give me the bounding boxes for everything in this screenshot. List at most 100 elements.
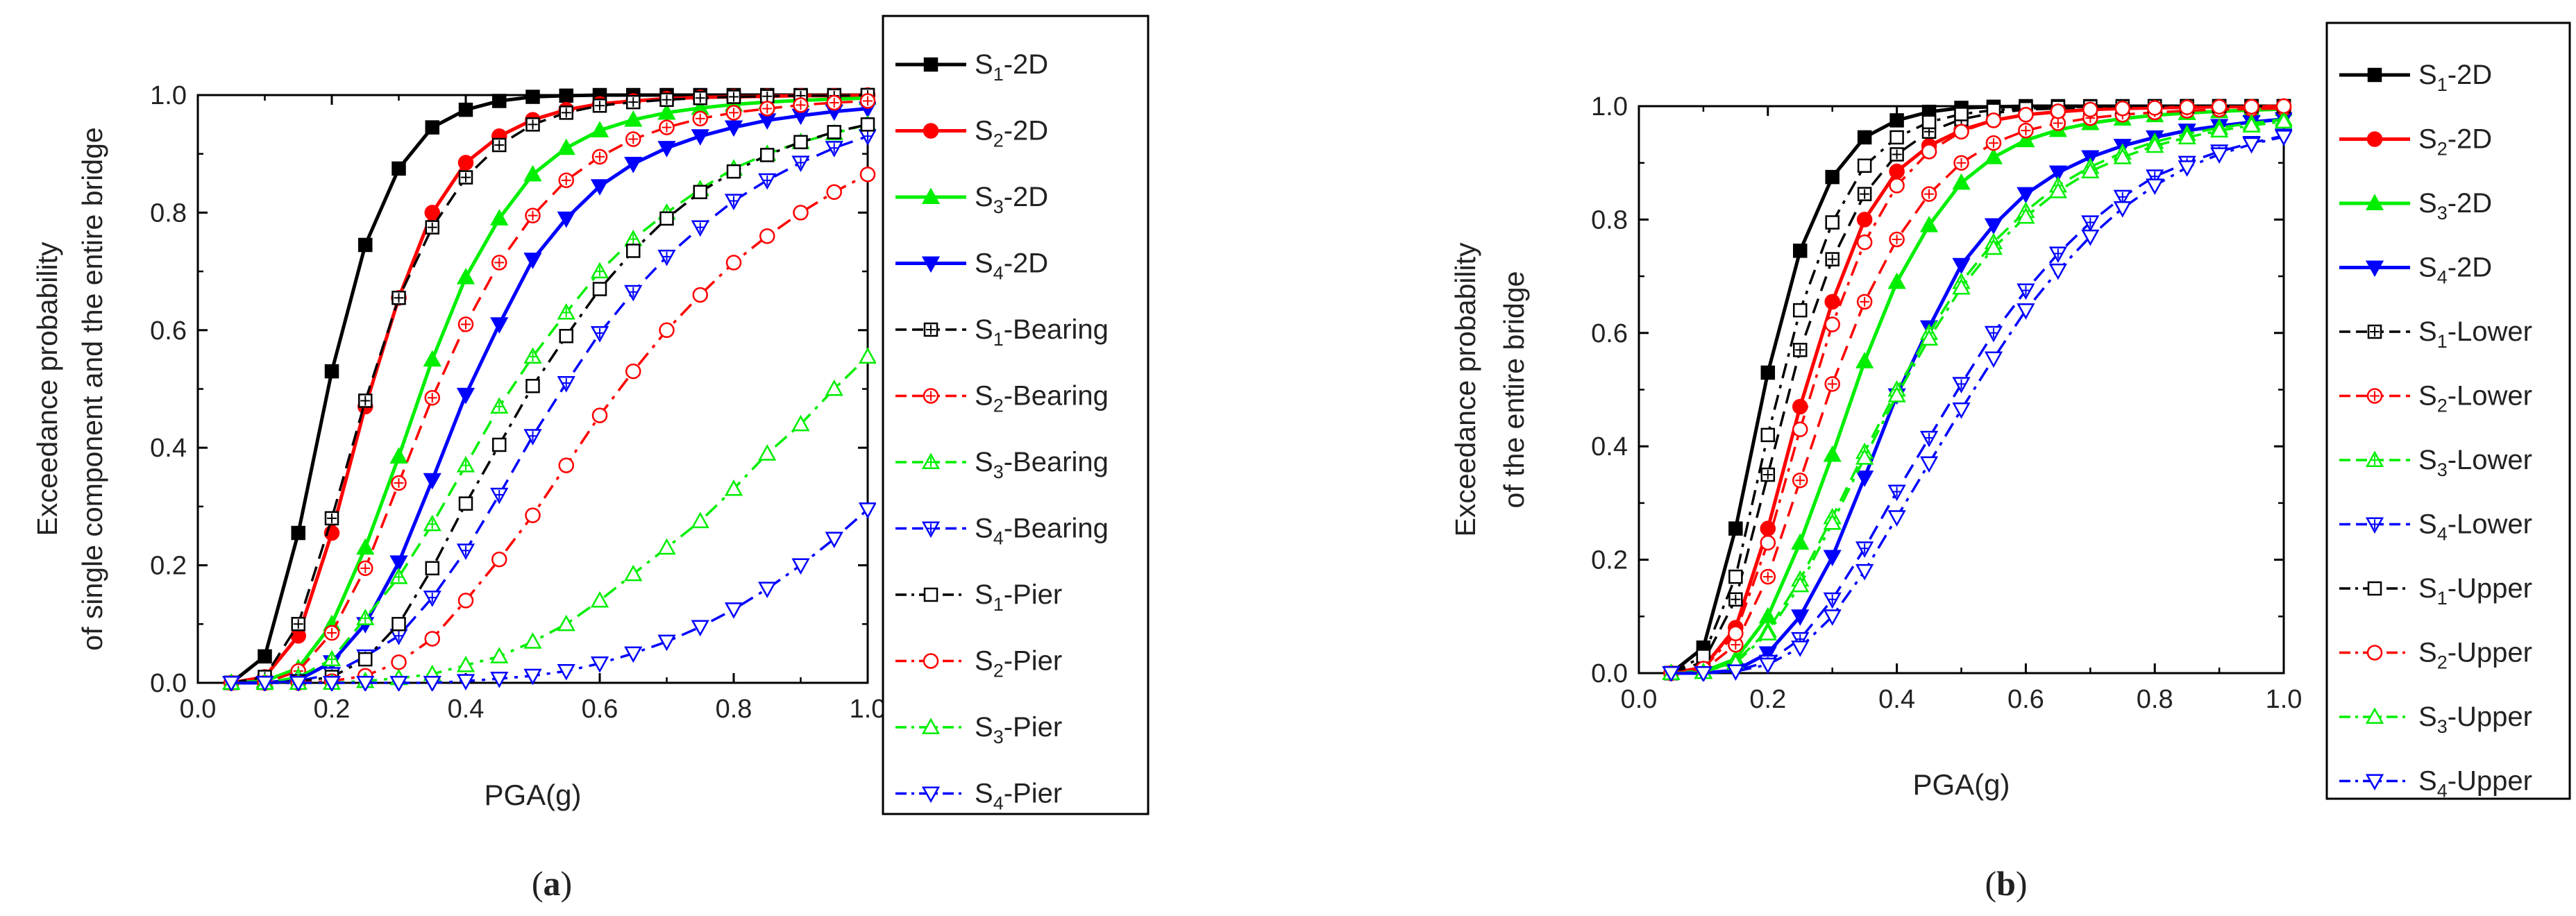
data-point xyxy=(2113,147,2132,164)
data-point xyxy=(1889,178,1905,194)
data-point-cross xyxy=(461,172,471,183)
data-point-cross xyxy=(762,103,773,114)
legend: S1-2D S2-2D S3-2D S4-2D S1-Bearing S2-Bearing… xyxy=(882,15,1150,815)
data-point xyxy=(525,379,540,393)
legend-marker-cross xyxy=(2370,519,2380,529)
series-S3-2d xyxy=(1662,99,2292,681)
data-point-cross xyxy=(762,91,773,101)
legend-marker-cross xyxy=(2370,391,2380,401)
series-S4-pier xyxy=(222,502,876,691)
data-point xyxy=(1887,272,1906,289)
data-point xyxy=(657,103,676,120)
data-point-cross xyxy=(1827,379,1837,389)
series-S1-upper xyxy=(1664,99,2291,681)
data-point xyxy=(1696,649,1711,663)
data-point-cross xyxy=(762,175,773,185)
data-point-cross xyxy=(695,113,705,124)
data-point-cross xyxy=(461,319,471,330)
y-tick-label: 0.0 xyxy=(150,669,187,698)
y-tick-label: 0.2 xyxy=(150,552,187,581)
series-S3-bearing xyxy=(222,114,876,690)
data-point-cross xyxy=(1795,345,1805,355)
data-point-cross xyxy=(2021,285,2031,296)
data-point-cross xyxy=(729,92,739,102)
data-point xyxy=(1856,212,1873,228)
data-point xyxy=(1857,158,1872,173)
series-line xyxy=(1669,104,2284,675)
data-point-cross xyxy=(1860,296,1870,307)
data-point-cross xyxy=(1956,158,1967,168)
data-point xyxy=(1793,244,1808,258)
data-point-cross xyxy=(662,122,672,133)
y-tick-label: 0.4 xyxy=(150,434,187,463)
data-point xyxy=(1662,665,1681,681)
series-S3-upper xyxy=(1662,112,2292,681)
data-point-cross xyxy=(360,396,371,406)
y-tick-label: 0.4 xyxy=(1591,432,1628,461)
y-axis-label-line-1: Exceedance probability xyxy=(1449,242,1481,536)
data-point-cross xyxy=(1860,189,1870,199)
data-point-cross xyxy=(662,251,672,262)
series-S2-upper xyxy=(1663,98,2292,681)
data-point xyxy=(523,668,542,686)
data-point-cross xyxy=(829,143,839,153)
data-point xyxy=(356,538,375,555)
data-point xyxy=(827,125,841,139)
x-tick-label: 0.2 xyxy=(314,695,351,724)
data-point xyxy=(759,228,775,244)
data-point xyxy=(557,664,575,681)
legend-label: S1-2D xyxy=(2418,60,2492,95)
data-point xyxy=(324,364,339,379)
data-point xyxy=(1791,533,1810,550)
legend-item: S4-2D xyxy=(895,248,1048,284)
legend-marker-cross xyxy=(926,523,936,534)
legend-item: S2-Upper xyxy=(2339,638,2532,673)
data-point xyxy=(1887,510,1906,527)
data-point xyxy=(825,379,843,396)
data-point xyxy=(558,457,574,473)
data-point-cross xyxy=(1988,138,1998,149)
data-point xyxy=(356,675,375,691)
legend-item: S1-2D xyxy=(2339,60,2492,95)
data-point xyxy=(423,675,441,691)
legend-item: S2-Pier xyxy=(895,646,1062,681)
data-point xyxy=(424,205,440,221)
series-S1-lower xyxy=(1664,99,2291,681)
data-point xyxy=(2179,99,2195,115)
legend-marker xyxy=(2365,260,2384,278)
data-point-cross xyxy=(662,94,672,105)
data-point-cross xyxy=(1892,149,1902,160)
data-point xyxy=(490,672,509,688)
data-point xyxy=(1728,521,1743,536)
legend-item: S4-2D xyxy=(2339,253,2492,288)
data-point-cross xyxy=(1762,572,1773,582)
data-point-cross xyxy=(2053,118,2063,128)
series-S4-bearing xyxy=(222,129,876,691)
series-S1-pier xyxy=(224,117,875,690)
data-point xyxy=(1921,114,1937,130)
legend-item: S3-2D xyxy=(2339,188,2492,223)
legend-box xyxy=(882,15,1150,815)
legend-marker-cross xyxy=(926,325,936,334)
data-point-cross xyxy=(1892,234,1902,244)
data-point-cross xyxy=(863,131,873,142)
legend-item: S2-2D xyxy=(895,116,1048,151)
data-point-cross xyxy=(795,100,806,110)
data-point xyxy=(458,496,473,511)
data-point xyxy=(289,675,308,691)
chart-panel-a: 0.0 0.2 0.4 0.6 0.8 1.0 0.0 0.2 0.4 0.6 0.8 1.0 PGA(… xyxy=(31,15,1150,903)
data-point xyxy=(392,161,406,176)
data-point-cross xyxy=(327,513,337,523)
legend-item: S4-Upper xyxy=(2339,766,2532,802)
data-point xyxy=(2275,98,2292,114)
data-point xyxy=(1760,365,1776,380)
data-point-cross xyxy=(494,489,505,500)
data-point xyxy=(2017,130,2035,148)
legend-label: S3-Pier xyxy=(975,712,1062,747)
series-S4-2d xyxy=(222,101,876,691)
data-point-cross xyxy=(1827,594,1837,604)
data-point xyxy=(391,654,407,670)
legend-marker xyxy=(2365,707,2384,724)
data-point xyxy=(2081,162,2100,179)
x-tick-label: 0.0 xyxy=(1621,685,1658,714)
